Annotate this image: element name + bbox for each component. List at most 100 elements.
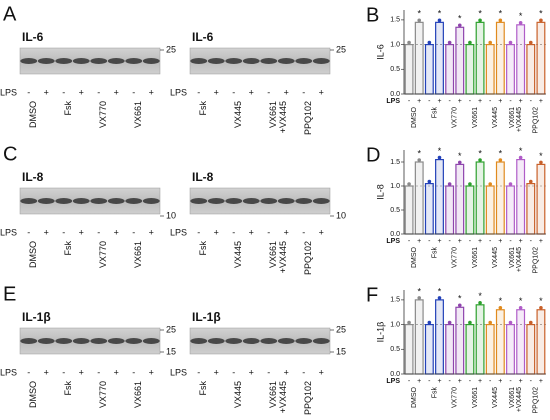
bar-mean-dot: [478, 18, 482, 23]
bar-mean-dot: [468, 182, 472, 186]
lane-label: DMSO: [28, 101, 38, 128]
significance-star: *: [519, 11, 523, 21]
group-label: Fsk: [431, 387, 438, 399]
bar: [536, 21, 546, 95]
blot-band: [312, 338, 330, 344]
significance-star: *: [438, 9, 442, 19]
bar-mean-dot: [518, 305, 523, 310]
lps-sign: +: [458, 238, 462, 245]
lps-sign: -: [302, 367, 305, 377]
lps-sign: +: [214, 227, 219, 237]
lps-sign: +: [79, 367, 84, 377]
lps-sign: +: [214, 87, 219, 97]
y-tick-label: 1.5: [390, 159, 400, 166]
significance-star: *: [519, 296, 523, 306]
blot-band: [295, 338, 313, 344]
blot-band: [55, 58, 73, 64]
lps-sign: -: [97, 87, 100, 97]
significance-star: *: [417, 9, 421, 19]
bar-mean-dot: [447, 320, 452, 325]
lps-sign: -: [530, 378, 533, 385]
lps-sign: +: [498, 238, 502, 245]
lps-sign: +: [498, 98, 502, 105]
lps-sign: +: [44, 367, 49, 377]
group-label: VX661: [472, 247, 479, 268]
lane-label: Fsk: [198, 241, 208, 256]
lps-sign: +: [478, 98, 482, 105]
lps-sign: -: [489, 378, 492, 385]
lane-label: VX661: [268, 381, 278, 408]
lps-sign: -: [197, 227, 200, 237]
blot-band: [55, 198, 73, 204]
bar: [485, 185, 495, 235]
lps-sign: -: [448, 98, 451, 105]
lps-sign: +: [114, 367, 119, 377]
lps-sign: -: [232, 367, 235, 377]
lane-label: VX770: [98, 101, 108, 128]
group-label: VX661: [509, 387, 516, 408]
lps-sign: -: [97, 227, 100, 237]
bar-mean-dot: [447, 40, 452, 45]
group-label: PPQ102: [533, 247, 540, 274]
bar-mean-dot: [427, 40, 432, 45]
significance-star: *: [499, 148, 503, 158]
lps-sign: -: [132, 227, 135, 237]
blot-band: [125, 338, 143, 344]
bar: [404, 323, 414, 375]
significance-star: *: [417, 148, 421, 158]
blot-band: [295, 198, 313, 204]
lps-sign: +: [214, 367, 219, 377]
blot-band: [207, 58, 225, 64]
bar: [536, 309, 546, 375]
lps-sign: +: [249, 227, 254, 237]
group-label: PPQ102: [533, 107, 540, 134]
lane-label: Fsk: [63, 241, 73, 256]
bar: [526, 183, 536, 235]
lps-sign: -: [27, 227, 30, 237]
lps-sign: -: [302, 87, 305, 97]
blot-band: [142, 58, 160, 64]
lps-sign: -: [132, 87, 135, 97]
bar: [526, 43, 536, 95]
lps-sign: -: [267, 227, 270, 237]
lps-sign: -: [469, 378, 472, 385]
bar: [465, 185, 475, 235]
lps-sign: -: [408, 238, 411, 245]
significance-star: *: [539, 296, 543, 306]
panel-letter: A: [3, 3, 17, 25]
significance-star: *: [499, 296, 503, 306]
lps-sign: +: [437, 238, 441, 245]
significance-star: *: [478, 9, 482, 19]
lps-sign: -: [132, 367, 135, 377]
group-label: VX661: [509, 107, 516, 128]
blot-band: [20, 198, 38, 204]
lps-sign: -: [267, 367, 270, 377]
bar: [445, 43, 455, 95]
lps-sign: -: [448, 378, 451, 385]
lps-sign: +: [44, 87, 49, 97]
blot-band: [107, 198, 125, 204]
lane-label: VX445: [233, 241, 243, 268]
y-tick-label: 0.0: [390, 371, 400, 378]
significance-star: *: [539, 9, 543, 19]
blot-band: [225, 58, 243, 64]
blot-band: [90, 58, 108, 64]
size-marker: 10: [336, 210, 346, 220]
lps-label: LPS: [170, 227, 187, 237]
significance-star: *: [458, 294, 462, 304]
blot-band: [207, 198, 225, 204]
bar-mean-dot: [407, 182, 411, 186]
blot-band: [312, 198, 330, 204]
y-tick-label: 0.5: [390, 207, 400, 214]
group-label: +VX445: [516, 247, 523, 272]
blot-band: [260, 58, 278, 64]
lps-label: LPS: [0, 367, 17, 377]
lps-sign: +: [458, 378, 462, 385]
blot-band: [20, 338, 38, 344]
bar: [455, 306, 465, 375]
bar: [455, 163, 465, 235]
significance-star: *: [417, 286, 421, 296]
lps-sign: +: [149, 227, 154, 237]
lane-label: VX445: [233, 101, 243, 128]
lps-sign: +: [539, 378, 543, 385]
